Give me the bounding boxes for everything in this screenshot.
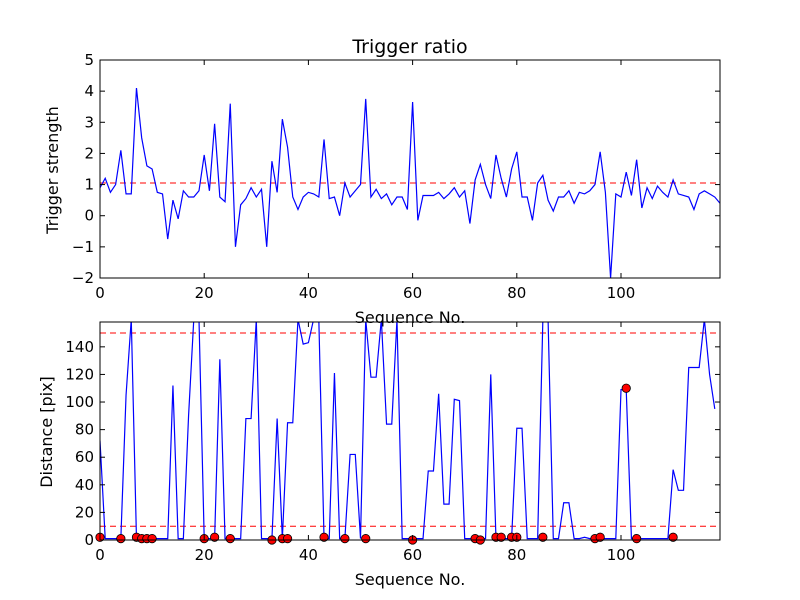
trigger-ratio-plot-area: 0 20 40 60 80 100 −2 −1 0 1 2 3 4 5 [72, 51, 721, 302]
series-line [100, 322, 716, 540]
data-layer [100, 322, 720, 540]
y-tick-label: 1 [84, 176, 94, 194]
y-tick-label: 0 [84, 531, 94, 549]
axes-frame [99, 59, 721, 279]
y-tick-label: 3 [84, 113, 94, 131]
data-layer [100, 87, 720, 278]
data-point-marker [147, 534, 157, 544]
y-tick-label: 40 [75, 476, 94, 494]
y-axis-label: Trigger strength [43, 106, 62, 235]
y-tick-label: 2 [84, 144, 94, 162]
x-tick-label: 40 [299, 284, 318, 302]
y-tick-label: −1 [72, 238, 94, 256]
x-axis-label: Sequence No. [355, 570, 466, 589]
x-tick-label: 20 [195, 284, 214, 302]
y-tick-label: 80 [75, 421, 94, 439]
chart-title: Trigger ratio [351, 36, 467, 58]
data-point-marker [319, 532, 329, 542]
data-point-marker [496, 532, 506, 542]
x-tick-label: 80 [507, 284, 526, 302]
y-tick-label: 0 [84, 207, 94, 225]
data-point-marker [632, 534, 642, 544]
data-point-marker [361, 534, 371, 544]
y-tick-label: 20 [75, 503, 94, 521]
x-axis-label: Sequence No. [355, 308, 466, 327]
y-axis-label: Distance [pix] [37, 376, 56, 488]
x-tick-label: 100 [607, 284, 636, 302]
y-tick-label: −2 [72, 269, 94, 287]
data-point-marker [340, 534, 350, 544]
x-tick-label: 20 [195, 546, 214, 564]
y-tick-label: 60 [75, 448, 94, 466]
y-tick-label: 100 [65, 393, 94, 411]
data-point-marker [621, 383, 631, 393]
x-tick-label: 40 [299, 546, 318, 564]
data-point-marker [225, 534, 235, 544]
y-tick-label: 140 [65, 338, 94, 356]
distance-chart: 0 20 40 60 80 100 0 20 40 60 80 100 120 140 Sequence … [37, 321, 721, 589]
data-point-marker [595, 532, 605, 542]
series-line [100, 87, 720, 278]
x-tick-label: 60 [403, 546, 422, 564]
data-point-marker [210, 532, 220, 542]
y-tick-label: 120 [65, 365, 94, 383]
y-tick-label: 4 [84, 82, 94, 100]
data-point-marker [538, 532, 548, 542]
data-point-marker [116, 534, 126, 544]
data-point-marker [282, 534, 293, 544]
distance-plot-area: 0 20 40 60 80 100 0 20 40 60 80 100 120 140 [65, 321, 721, 564]
x-tick-label: 0 [95, 284, 105, 302]
x-tick-label: 60 [403, 284, 422, 302]
y-tick-label: 5 [84, 51, 94, 69]
x-tick-label: 100 [607, 546, 636, 564]
x-tick-label: 80 [507, 546, 526, 564]
x-tick-label: 0 [95, 546, 105, 564]
axes-frame [99, 321, 721, 541]
trigger-ratio-chart: Trigger ratio 0 20 40 60 80 100 −2 −1 0 1 2 3 4 5 Seq… [43, 36, 721, 327]
data-point-marker [668, 532, 678, 542]
